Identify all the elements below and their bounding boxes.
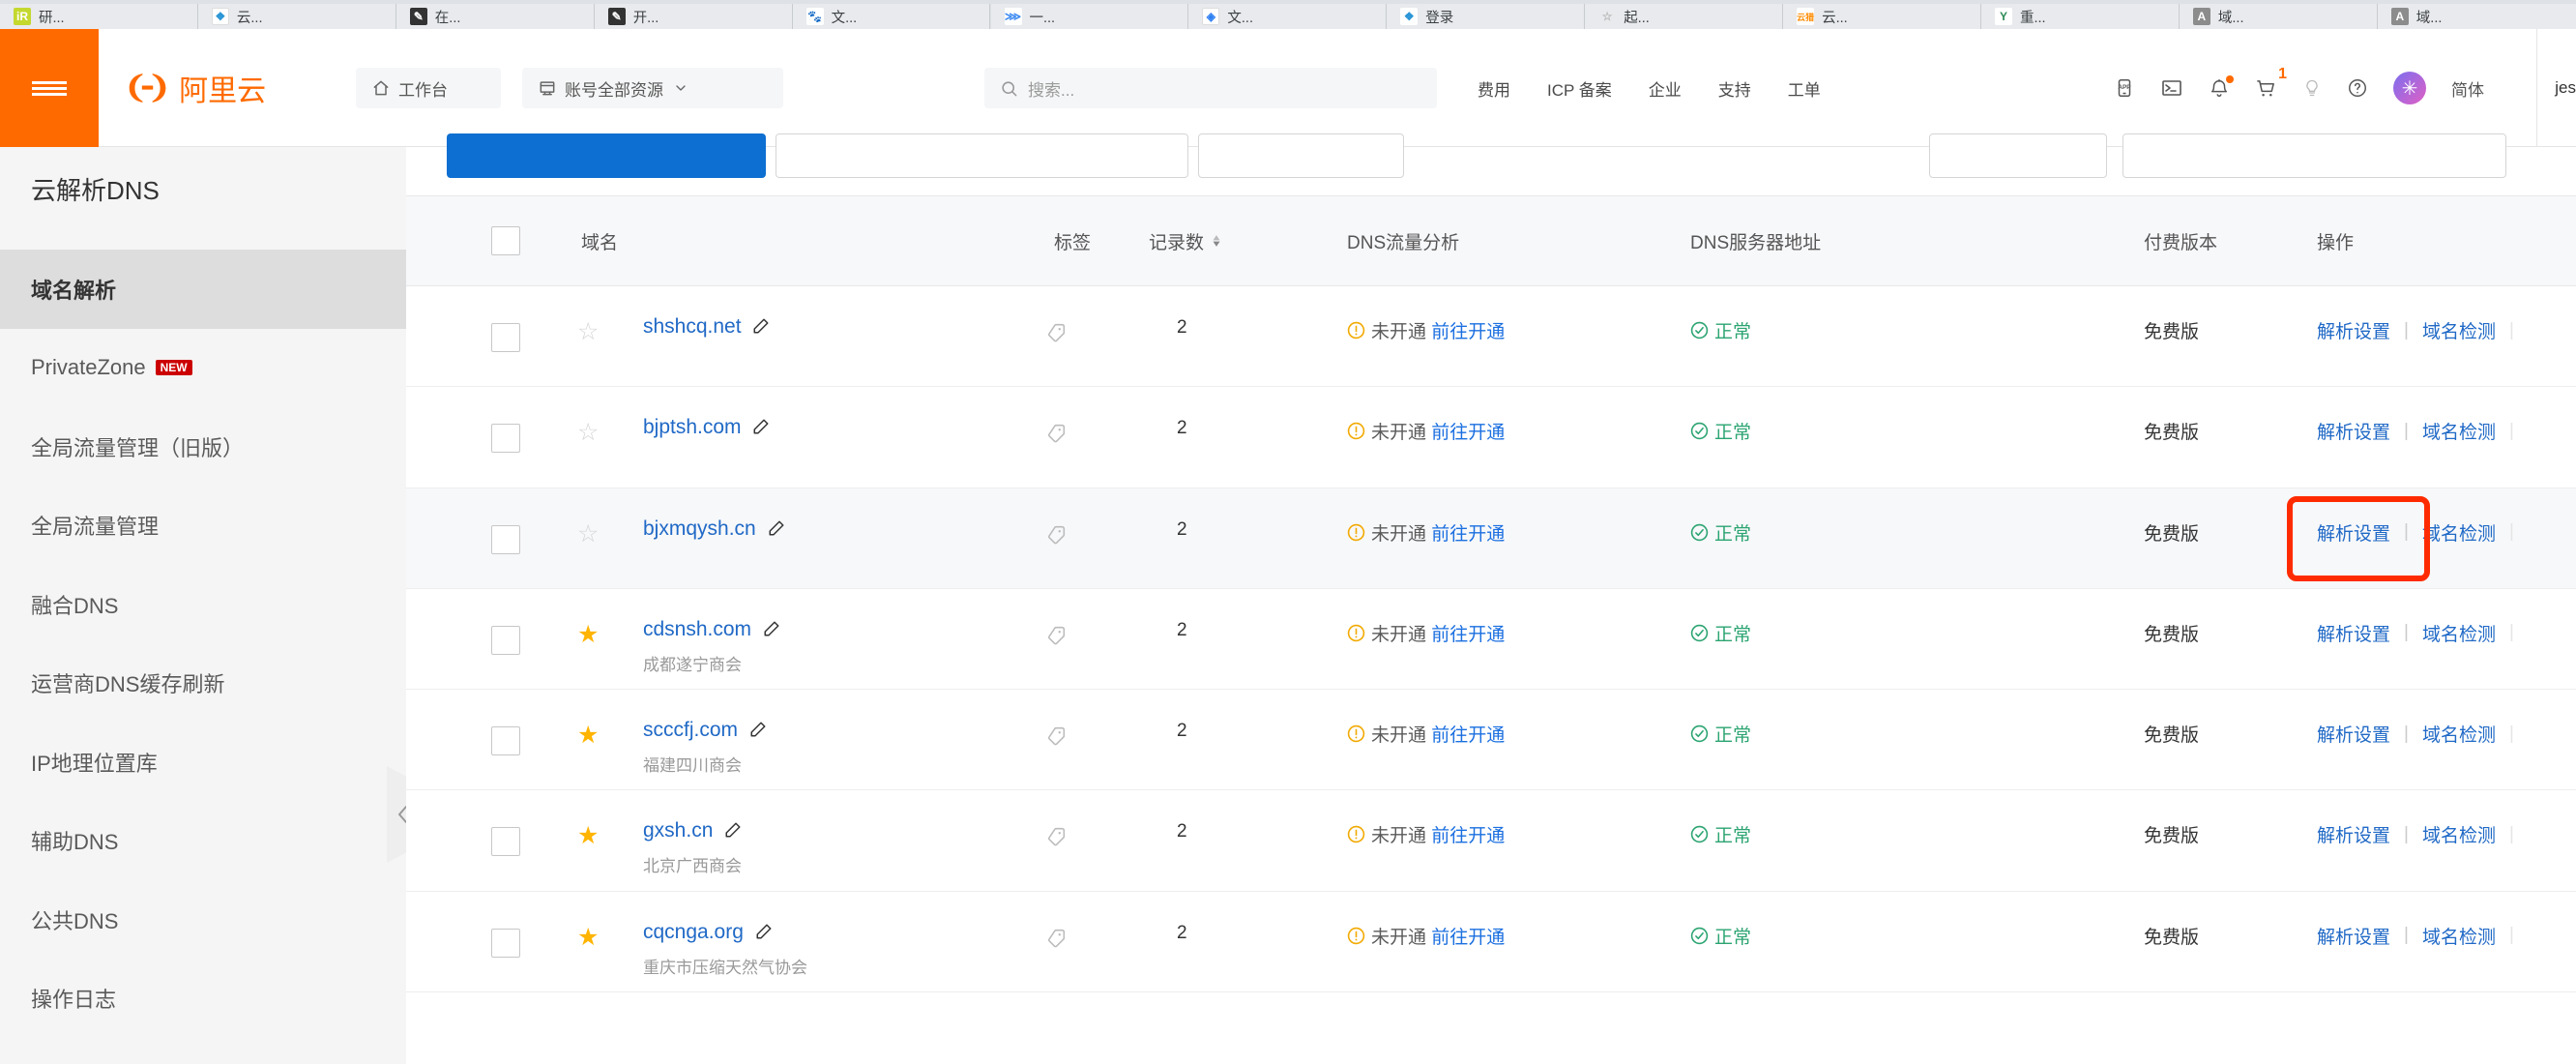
svg-text:APP: APP	[2118, 84, 2131, 91]
